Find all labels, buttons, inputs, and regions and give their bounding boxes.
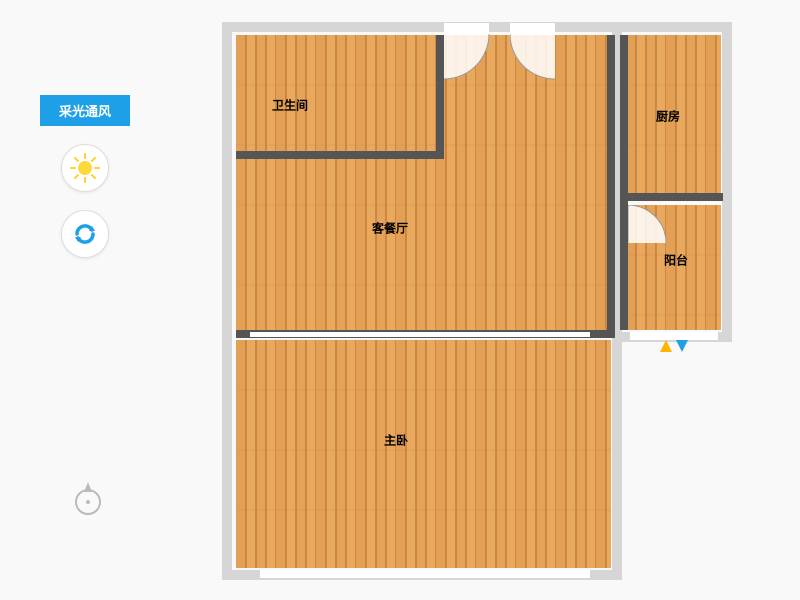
compass-icon xyxy=(70,480,106,516)
refresh-icon xyxy=(72,221,98,247)
ventilation-arrows xyxy=(658,338,692,356)
room-bathroom xyxy=(236,35,440,155)
refresh-button[interactable] xyxy=(61,210,109,258)
room-kitchen xyxy=(626,35,721,195)
room-bedroom xyxy=(236,340,611,568)
floor-kitchen xyxy=(626,35,721,195)
wall-kitchen-bottom xyxy=(620,193,723,201)
wall-kitchen-left xyxy=(620,35,628,330)
sidebar: 采光通风 xyxy=(40,95,130,258)
floorplan: 卫生间 客餐厅 厨房 阳台 主卧 xyxy=(210,20,730,580)
wall-bathroom-bottom xyxy=(236,151,444,159)
sun-icon xyxy=(70,153,100,183)
window-bedroom-top xyxy=(250,332,590,337)
floor-bathroom xyxy=(236,35,440,155)
window-bedroom-bottom xyxy=(260,570,590,578)
door-arc-bathroom xyxy=(444,34,490,80)
sidebar-label: 采光通风 xyxy=(40,95,130,126)
door-arc-living-top xyxy=(510,34,556,80)
compass xyxy=(70,480,106,516)
floor-bedroom xyxy=(236,340,611,568)
sun-button[interactable] xyxy=(61,144,109,192)
door-arc-balcony xyxy=(628,205,668,245)
wall-living-right xyxy=(607,35,615,330)
wall-bathroom-right xyxy=(436,35,444,159)
